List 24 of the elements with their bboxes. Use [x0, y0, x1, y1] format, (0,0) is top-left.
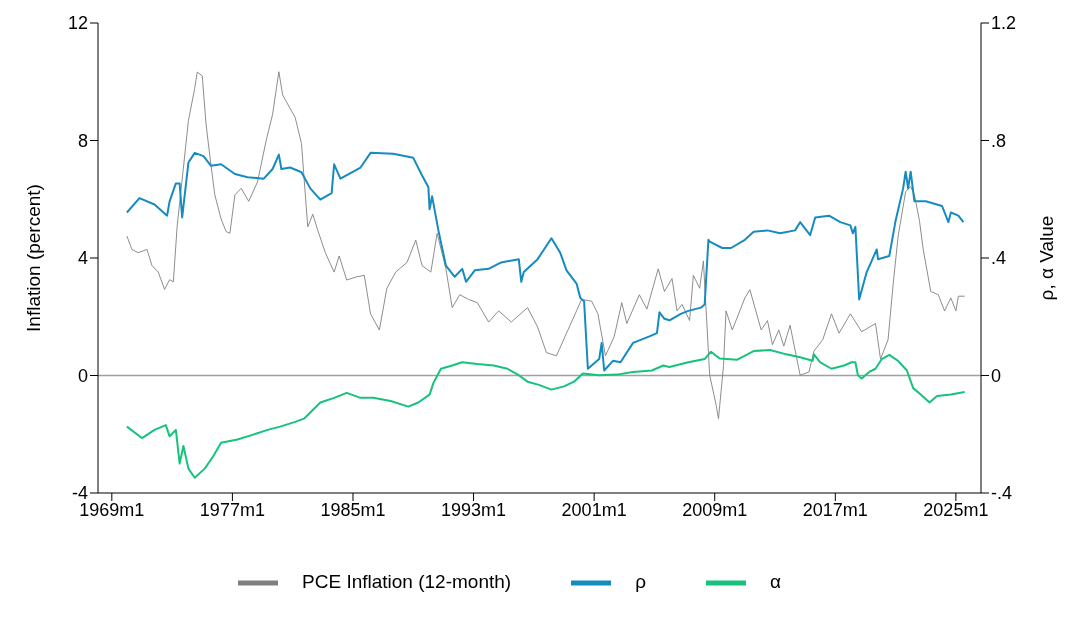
y-tick-label: 12	[67, 13, 88, 34]
line-series	[125, 151, 965, 372]
x-tick-label: 2025m1	[923, 499, 989, 520]
y2-tick-label: .4	[991, 248, 1007, 269]
legend-label: α	[769, 571, 781, 593]
x-tick-label: 1977m1	[199, 499, 265, 520]
line-series	[125, 348, 966, 479]
y2-tick-label: .8	[991, 130, 1007, 151]
y-tick-label: 0	[77, 365, 88, 386]
x-tick-label: 2001m1	[561, 499, 627, 520]
y2-tick-label: 1.2	[991, 13, 1017, 34]
x-tick-label: 2017m1	[802, 499, 868, 520]
y2-tick-label: -.4	[991, 483, 1013, 504]
y-tick-label: 4	[77, 248, 88, 269]
y-tick-label: 8	[77, 130, 88, 151]
legend-label: PCE Inflation (12-month)	[302, 571, 512, 593]
x-tick-label: 2009m1	[682, 499, 748, 520]
y2-axis-title: ρ, α Value	[1035, 215, 1057, 301]
x-tick-label: 1985m1	[320, 499, 386, 520]
legend-label: ρ	[635, 571, 646, 593]
y-axis-title: Inflation (percent)	[22, 184, 44, 332]
y2-tick-label: 0	[991, 365, 1002, 386]
x-tick-label: 1993m1	[441, 499, 507, 520]
line-series	[126, 71, 966, 420]
